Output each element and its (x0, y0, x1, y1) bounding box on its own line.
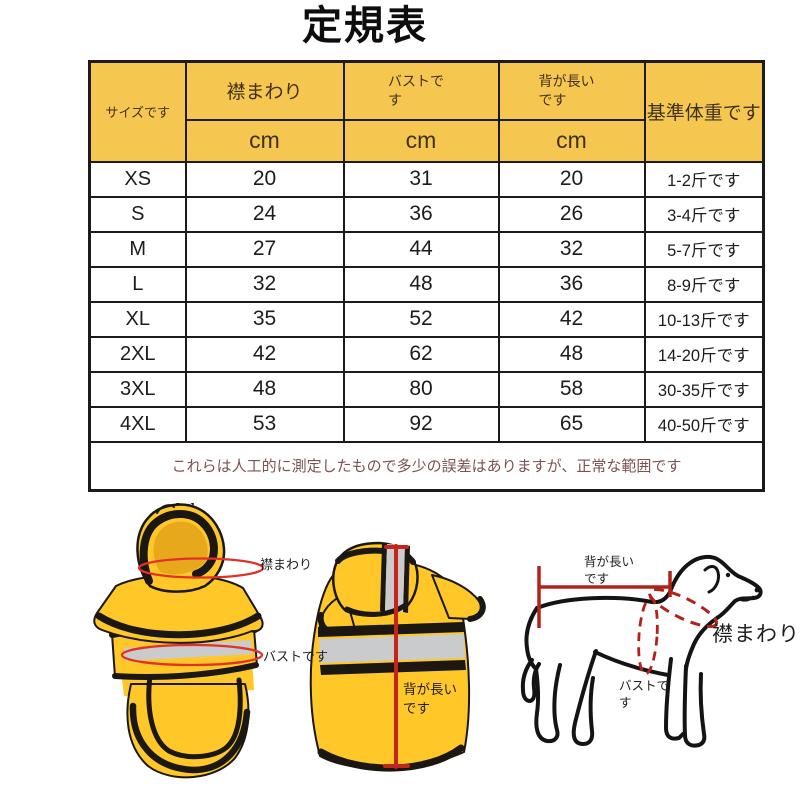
back-coat-figure (309, 541, 486, 772)
header-bust: バストです (342, 60, 500, 121)
cell-weight: 14-20斤です (643, 335, 765, 373)
cell-back: 65 (497, 405, 646, 443)
table-row-l: L 32 48 36 8-9斤です (88, 265, 765, 303)
cell-size: XL (88, 300, 187, 338)
table-row-xs: XS 20 31 20 1-2斤です (88, 160, 765, 198)
cell-back: 32 (497, 230, 646, 268)
cell-size: 2XL (88, 335, 187, 373)
cell-weight: 40-50斤です (643, 405, 765, 443)
dog-diagram (520, 554, 763, 748)
collar-measure-dashes (647, 587, 719, 629)
page-title: 定規表 (302, 4, 428, 48)
header-back-length-text: 背が長いです (538, 72, 595, 108)
back-coat-drawing (309, 541, 486, 772)
dog-back-length-line2: です (584, 572, 610, 586)
dog-nose (754, 587, 760, 593)
cell-size: XS (88, 160, 187, 198)
cell-weight: 5-7斤です (643, 230, 765, 268)
collar-measure-ellipse (137, 557, 265, 579)
cell-size: 3XL (88, 370, 187, 408)
table-unit-row: cm cm cm (90, 118, 764, 163)
table-row-xl: XL 35 52 42 10-13斤です (88, 300, 765, 338)
header-weight: 基準体重です (643, 60, 765, 163)
cell-collar: 27 (184, 230, 345, 268)
cell-back: 58 (497, 370, 646, 408)
cell-bust: 80 (342, 370, 500, 408)
back-coat-back-length-line2: です (403, 701, 430, 716)
cell-back: 42 (497, 300, 646, 338)
cell-collar: 48 (184, 370, 345, 408)
table-row-2xl: 2XL 42 62 48 14-20斤です (88, 335, 765, 373)
cell-weight: 30-35斤です (643, 370, 765, 408)
dog-eye (725, 572, 731, 578)
table-row-4xl: 4XL 53 92 65 40-50斤です (88, 405, 765, 443)
dog-collar-label: 襟まわり (712, 623, 800, 646)
dog-back-length-line1: 背が長い (584, 555, 635, 569)
front-coat-collar-label: 襟まわり (260, 557, 313, 572)
bust-measure-dashes (637, 596, 659, 676)
cell-collar: 24 (184, 195, 345, 233)
header-back-length: 背が長いです (497, 60, 646, 121)
cell-bust: 52 (342, 300, 500, 338)
cell-bust: 31 (342, 160, 500, 198)
table-header-row: サイズです 襟まわり バストです 背が長いです 基準体重です (88, 60, 765, 163)
back-length-measure-line (537, 566, 672, 628)
cell-collar: 42 (184, 335, 345, 373)
dog-back-length-label: 背が長い です (584, 554, 634, 588)
unit-cm-back: cm (497, 118, 646, 163)
size-table: サイズです 襟まわり バストです 背が長いです 基準体重です cm cm cm … (88, 60, 765, 492)
front-coat-bust-label: バストです (263, 649, 329, 664)
back-length-measure-line (383, 544, 410, 769)
cell-collar: 20 (184, 160, 345, 198)
cell-weight: 10-13斤です (643, 300, 765, 338)
cell-size: L (88, 265, 187, 303)
front-coat-drawing (93, 503, 265, 779)
cell-bust: 92 (342, 405, 500, 443)
cell-weight: 3-4斤です (643, 195, 765, 233)
back-coat-back-length-label: 背が長い です (403, 680, 457, 718)
cell-back: 26 (497, 195, 646, 233)
cell-collar: 53 (184, 405, 345, 443)
cell-bust: 48 (342, 265, 500, 303)
table-row-s: S 24 36 26 3-4斤です (88, 195, 765, 233)
table-note-row: これらは人工的に測定したもので多少の誤差はありますが、正常な範囲です (88, 440, 765, 492)
unit-cm-bust: cm (342, 118, 500, 163)
unit-cm-collar: cm (184, 118, 345, 163)
cell-collar: 32 (184, 265, 345, 303)
cell-weight: 1-2斤です (643, 160, 765, 198)
dog-outline (520, 554, 763, 748)
cell-bust: 62 (342, 335, 500, 373)
table-row-m: M 27 44 32 5-7斤です (88, 230, 765, 268)
dog-bust-line2: す (619, 696, 632, 710)
cell-back: 36 (497, 265, 646, 303)
reflective-stripe (319, 634, 465, 663)
dog-bust-line1: バストで (619, 679, 670, 693)
dog-measure-annotations (537, 566, 719, 676)
cell-back: 20 (497, 160, 646, 198)
measurement-note: これらは人工的に測定したもので多少の誤差はありますが、正常な範囲です (88, 440, 765, 492)
cell-bust: 36 (342, 195, 500, 233)
cell-size: M (88, 230, 187, 268)
cell-bust: 44 (342, 230, 500, 268)
cell-collar: 35 (184, 300, 345, 338)
dog-bust-label: バストで す (619, 678, 669, 712)
table-row-3xl: 3XL 48 80 58 30-35斤です (88, 370, 765, 408)
front-coat-figure (93, 503, 265, 779)
cell-size: 4XL (88, 405, 187, 443)
header-bust-text: バストです (388, 72, 444, 108)
cell-size: S (88, 195, 187, 233)
header-collar: 襟まわり (184, 60, 345, 121)
cell-weight: 8-9斤です (643, 265, 765, 303)
header-size: サイズです (88, 60, 187, 163)
back-coat-back-length-line1: 背が長い (403, 682, 457, 697)
bust-measure-ellipse (120, 643, 264, 667)
cell-back: 48 (497, 335, 646, 373)
